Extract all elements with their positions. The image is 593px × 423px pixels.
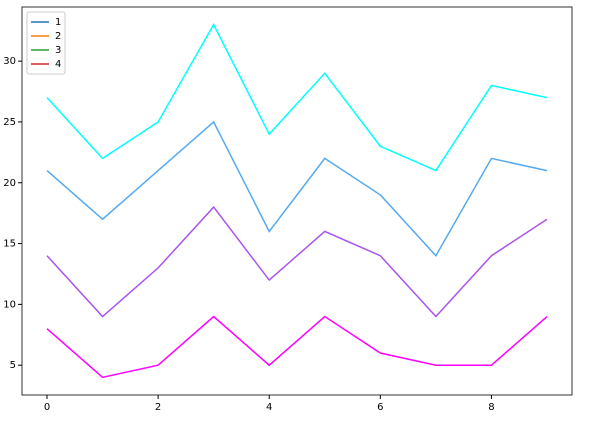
x-tick-label: 2 xyxy=(155,402,161,413)
legend-label: 3 xyxy=(55,45,61,56)
x-tick-label: 0 xyxy=(44,402,50,413)
legend-label: 2 xyxy=(55,31,61,42)
line xyxy=(46,315,548,379)
line xyxy=(46,120,548,258)
plot-area xyxy=(21,6,573,396)
y-tick-label: 30 xyxy=(3,56,16,67)
y-tick-label: 10 xyxy=(3,299,16,310)
x-tick-label: 4 xyxy=(266,402,272,413)
legend-label: 4 xyxy=(55,59,61,70)
x-tick-label: 6 xyxy=(377,402,383,413)
y-tick-label: 20 xyxy=(3,178,16,189)
y-tick-label: 15 xyxy=(3,239,16,250)
legend-label: 1 xyxy=(55,17,61,28)
line xyxy=(46,23,548,172)
legend-box xyxy=(26,11,66,75)
line xyxy=(46,205,548,318)
y-tick-label: 25 xyxy=(3,117,16,128)
x-tick-label: 8 xyxy=(488,402,494,413)
y-tick-label: 5 xyxy=(10,360,16,371)
